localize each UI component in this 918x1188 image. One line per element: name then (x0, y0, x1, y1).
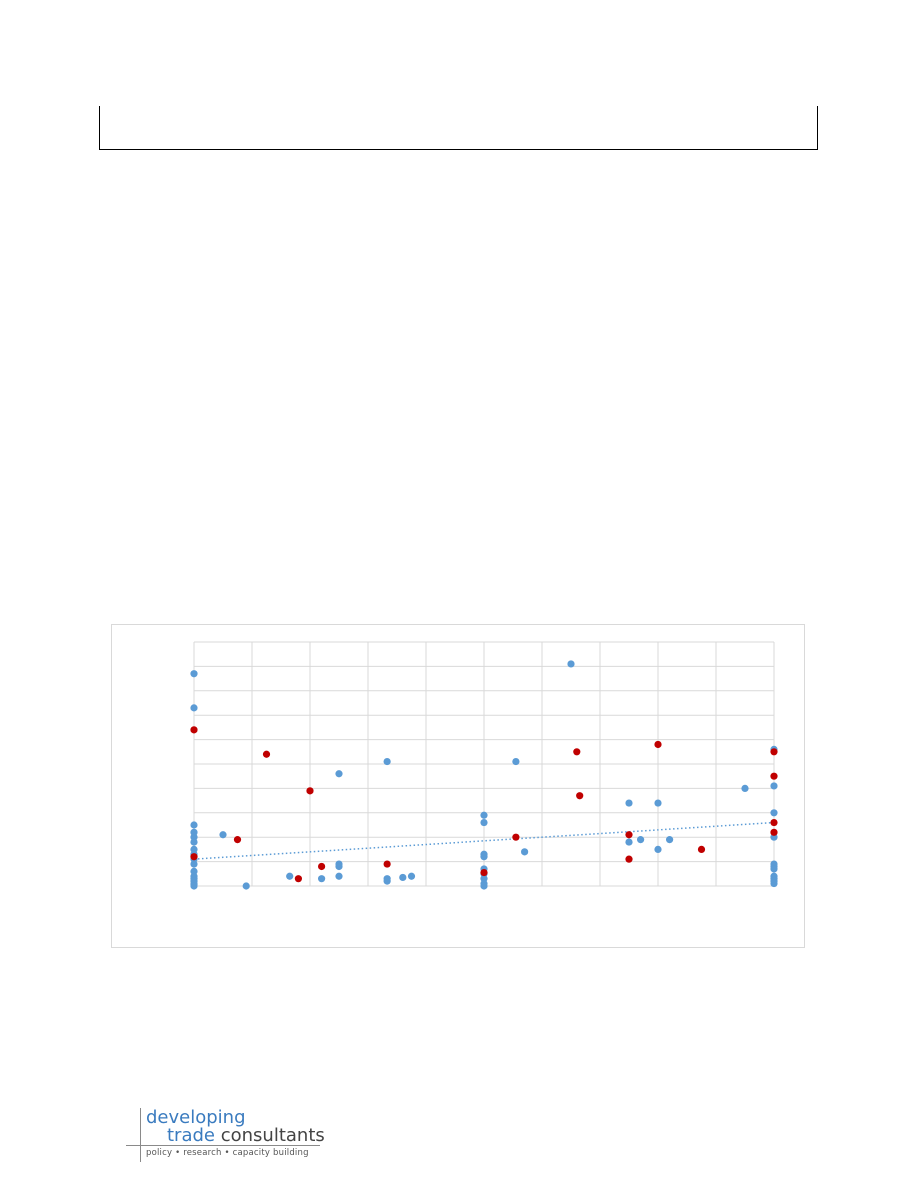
scatter-point-blue (383, 877, 391, 885)
company-logo: developing trade consultants policy • re… (126, 1108, 336, 1164)
scatter-point-red (654, 740, 662, 749)
scatter-chart (111, 624, 805, 948)
scatter-point-blue (480, 811, 488, 819)
header-box (99, 106, 818, 150)
scatter-point-blue (625, 799, 633, 807)
scatter-point-blue (567, 660, 575, 668)
scatter-point-blue (407, 872, 416, 880)
scatter-point-red (576, 792, 584, 800)
logo-horizontal-rule (126, 1145, 320, 1146)
scatter-point-red (480, 868, 488, 877)
scatter-point-blue (242, 882, 250, 890)
scatter-point-blue (399, 873, 407, 882)
scatter-point-blue (770, 782, 778, 790)
scatter-point-blue (654, 845, 662, 853)
scatter-point-red (306, 787, 314, 795)
scatter-point-red (190, 853, 198, 861)
scatter-point-blue (190, 704, 198, 712)
scatter-point-blue (335, 862, 343, 871)
scatter-point-blue (770, 809, 778, 817)
scatter-point-blue (480, 882, 488, 890)
scatter-point-red (770, 748, 778, 756)
scatter-point-red (262, 750, 271, 758)
logo-word-developing: developing (146, 1107, 246, 1128)
chart-svg (190, 641, 778, 890)
scatter-point-red (770, 818, 778, 827)
scatter-point-red (697, 845, 706, 853)
scatter-point-blue (637, 836, 645, 844)
scatter-point-red (770, 772, 778, 780)
scatter-point-blue (383, 757, 391, 766)
scatter-point-red (190, 726, 198, 734)
scatter-point-blue (770, 879, 778, 888)
scatter-point-red (625, 831, 633, 839)
trendline (193, 821, 775, 860)
scatter-point-red (233, 836, 242, 844)
logo-word-consultants: consultants (220, 1125, 325, 1146)
scatter-point-blue (625, 838, 633, 846)
scatter-point-blue (219, 831, 227, 839)
scatter-point-blue (286, 872, 294, 880)
scatter-point-red (383, 860, 391, 868)
scatter-point-blue (335, 872, 343, 880)
scatter-point-red (625, 855, 633, 863)
scatter-point-blue (480, 853, 488, 861)
scatter-point-blue (190, 882, 198, 890)
scatter-point-blue (654, 799, 662, 807)
scatter-point-red (512, 833, 520, 841)
scatter-point-red (318, 862, 326, 871)
scatter-point-blue (190, 860, 198, 868)
scatter-point-blue (190, 670, 198, 678)
scatter-point-blue (666, 836, 674, 844)
logo-word-trade: trade (167, 1125, 215, 1146)
scatter-point-blue (521, 848, 529, 856)
scatter-point-blue (480, 818, 488, 827)
scatter-point-blue (190, 838, 198, 846)
logo-line-two: trade consultants (167, 1126, 325, 1146)
scatter-point-red (770, 828, 778, 836)
scatter-point-red (573, 748, 581, 756)
scatter-point-blue (770, 865, 778, 873)
scatter-point-blue (318, 875, 326, 883)
scatter-point-red (294, 875, 302, 883)
scatter-point-blue (190, 821, 198, 829)
scatter-point-blue (741, 784, 749, 792)
scatter-point-blue (335, 770, 343, 778)
logo-tagline: policy • research • capacity building (146, 1148, 309, 1158)
logo-vertical-rule (140, 1108, 141, 1162)
scatter-point-blue (512, 757, 520, 766)
